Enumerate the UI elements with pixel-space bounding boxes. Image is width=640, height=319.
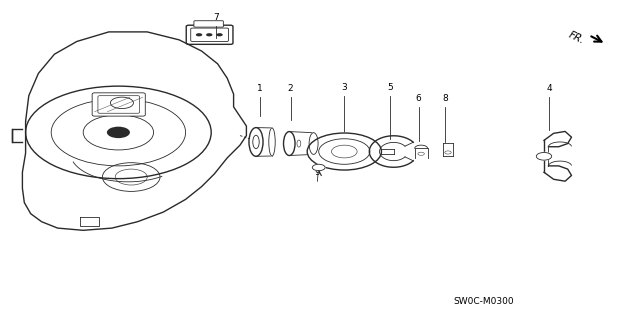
- Text: FR.: FR.: [566, 30, 586, 46]
- Text: 3: 3: [342, 83, 347, 92]
- Circle shape: [536, 152, 552, 160]
- Circle shape: [307, 133, 381, 170]
- Text: 1: 1: [257, 85, 262, 93]
- Circle shape: [206, 33, 212, 36]
- Text: 5: 5: [388, 83, 393, 92]
- Text: 7: 7: [214, 13, 219, 22]
- Text: 8: 8: [443, 94, 448, 103]
- Ellipse shape: [269, 128, 275, 156]
- FancyBboxPatch shape: [194, 21, 223, 27]
- Text: 9: 9: [315, 168, 320, 177]
- Circle shape: [216, 33, 223, 36]
- Ellipse shape: [284, 131, 295, 155]
- FancyBboxPatch shape: [191, 28, 228, 41]
- Text: 4: 4: [547, 85, 552, 93]
- FancyBboxPatch shape: [98, 96, 140, 113]
- Ellipse shape: [309, 133, 318, 154]
- Circle shape: [312, 164, 325, 171]
- FancyBboxPatch shape: [92, 93, 145, 116]
- FancyBboxPatch shape: [186, 25, 233, 44]
- Text: 6: 6: [416, 94, 421, 103]
- Circle shape: [107, 127, 130, 138]
- Text: 2: 2: [288, 85, 293, 93]
- Circle shape: [196, 33, 202, 36]
- Text: SW0C-M0300: SW0C-M0300: [453, 297, 513, 306]
